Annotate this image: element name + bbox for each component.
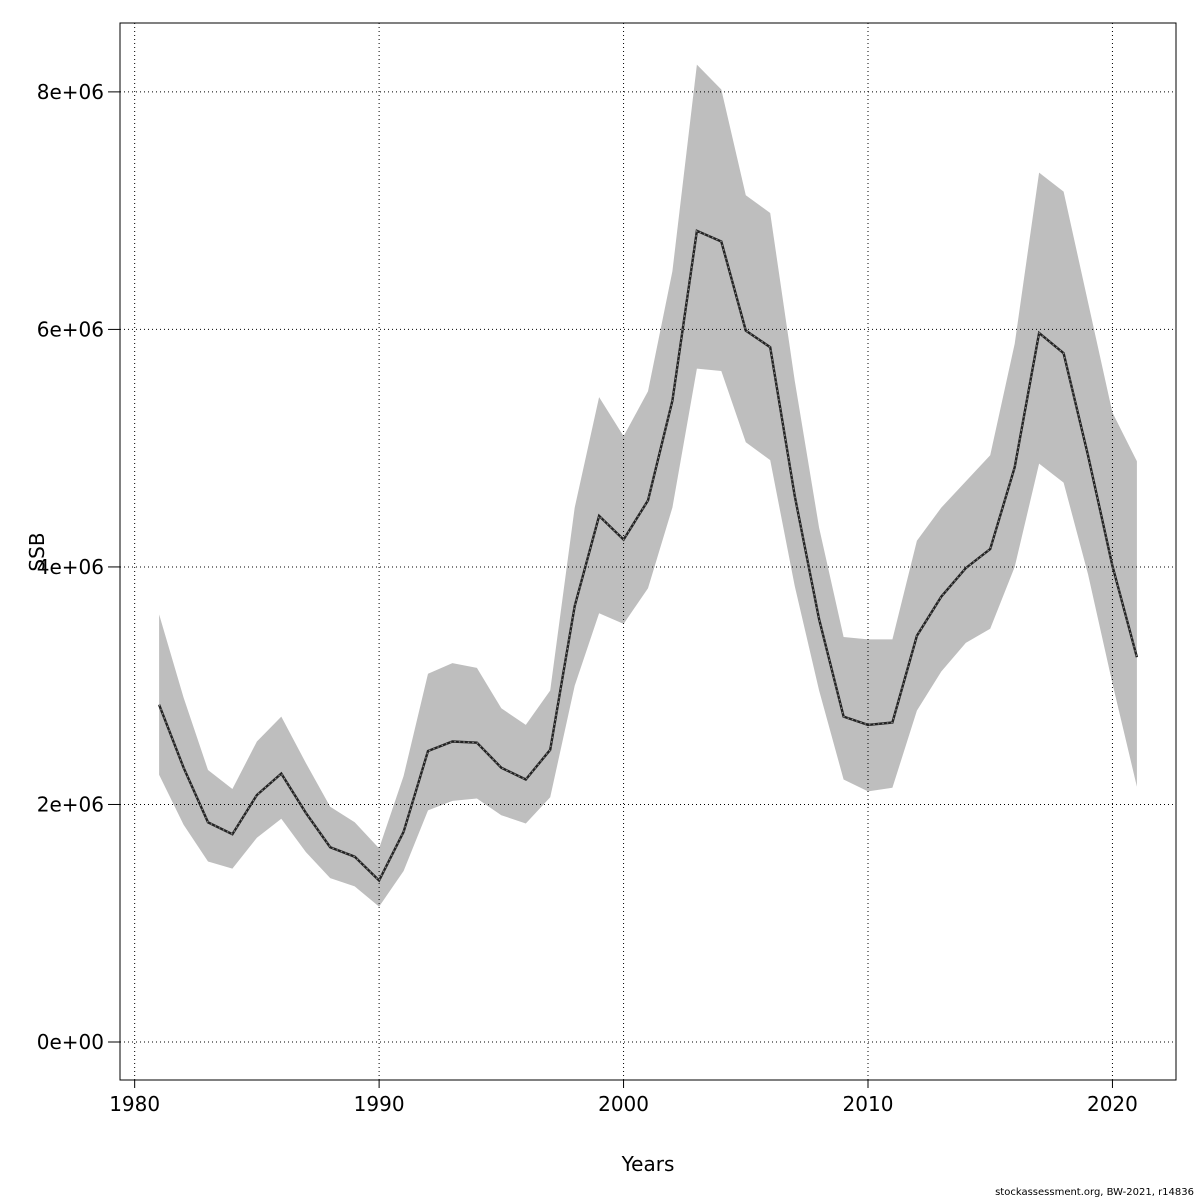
axis-layer: 1980 1990 2000 2010 2020 0e+00 2e+06 4e+06 6e+06… [37,80,1138,1116]
estimate-line-layer [157,229,1139,883]
x-tick-label: 2000 [598,1092,649,1116]
y-axis-title: SSB [25,532,49,571]
ssb-estimate-line-dots [158,229,1138,882]
confidence-band-layer [159,64,1137,907]
x-tick-label: 1980 [109,1092,160,1116]
footer-note: stockassessment.org, BW-2021, r14836 [995,1187,1194,1198]
y-tick-label: 8e+06 [37,80,104,104]
y-tick-label: 4e+06 [37,555,104,579]
x-tick-label: 2010 [843,1092,894,1116]
x-tick-label: 1990 [354,1092,405,1116]
y-tick-label: 6e+06 [37,317,104,341]
y-tick-label: 0e+00 [37,1030,104,1054]
x-tick-label: 2020 [1087,1092,1138,1116]
confidence-band [159,64,1137,907]
plot-frame [119,22,1177,1081]
grid-layer [120,23,1176,1080]
y-tick-label: 2e+06 [37,792,104,816]
x-axis-title: Years [621,1152,675,1176]
